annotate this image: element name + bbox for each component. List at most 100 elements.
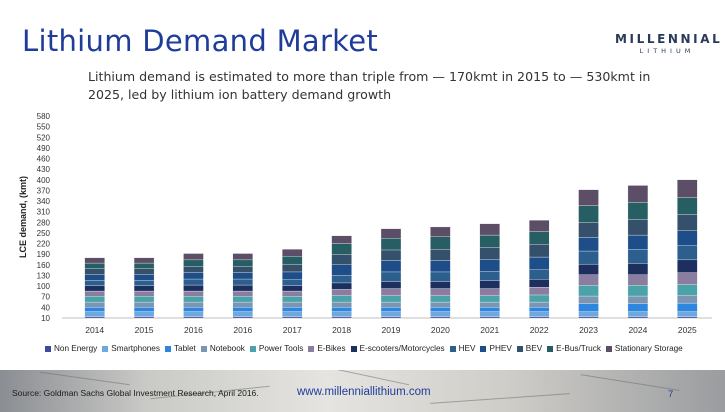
bar-segment [479,247,500,260]
bar-segment [282,285,303,292]
legend-label: Power Tools [258,344,304,353]
legend-item: Non Energy [45,344,97,353]
bar-segment [578,303,599,312]
bar-segment [331,282,352,290]
bar-segment [282,290,303,297]
bar-segment [183,301,204,308]
bar-segment [282,271,303,280]
bar-segment [627,234,649,250]
legend-item: Power Tools [249,344,304,353]
bar-segment [430,226,451,237]
bar-segment [380,316,402,319]
bar-segment [183,253,204,261]
bar-segment [627,316,649,319]
bar-segment [133,280,155,286]
bar-segment [84,262,105,269]
y-tick-label: 580 [37,112,51,121]
bar-segment [183,266,204,273]
legend-item: Stationary Storage [605,344,683,353]
bar-segment [133,268,155,275]
bar-segment [627,303,649,312]
bar-segment [331,289,352,296]
bar-segment [627,285,649,297]
bar-segment [677,311,698,317]
bar-segment [479,311,500,317]
bar-segment [84,316,105,319]
bar-segment [677,272,698,285]
bar-segment [529,244,550,258]
bar-segment [84,290,105,297]
y-tick-label: 520 [37,133,51,142]
bar-segment [430,260,451,273]
bar-segment [479,259,500,272]
bar-segment [331,316,352,319]
bar-segment [578,295,599,304]
bar-segment [627,219,649,236]
bar-segment [133,311,155,317]
bar-segment [133,274,155,281]
bar-segment [479,316,500,319]
bar-segment [183,278,204,286]
bar-segment [479,288,500,296]
y-tick-label: 460 [37,155,51,164]
bar-segment [578,189,599,206]
bar-segment [380,281,402,289]
bar-segment [331,264,352,276]
company-logo: MILLENNIAL LITHIUM [615,32,723,55]
logo-main-text: MILLENNIAL [615,32,723,46]
page-number: 7 [668,389,674,400]
bar-segment [232,296,253,303]
bar-segment [183,259,204,267]
bar-segment [380,301,402,308]
legend-swatch [449,345,456,352]
bar-segment [529,220,550,232]
x-tick-label: 2020 [431,325,450,335]
bar-segment [677,302,698,312]
bar-segment [380,311,402,317]
legend-label: Notebook [209,344,245,353]
bar-segment [331,235,352,244]
legend-item: PHEV [480,344,512,353]
bar-segment [380,288,402,296]
legend-item: Notebook [200,344,245,353]
bar-segment [578,311,599,317]
bar-segment [183,307,204,312]
bar-segment [430,271,451,282]
bar-segment [479,271,500,281]
x-tick-label: 2015 [135,325,154,335]
bar-segment [232,301,253,308]
bar-segment [84,307,105,312]
bar-segment [331,311,352,317]
bar-segment [282,307,303,312]
bar-segment [430,311,451,317]
legend-swatch [45,345,51,352]
bar-segment [84,257,105,264]
bar-segment [677,230,698,246]
bar-segment [282,256,303,265]
bar-segment [380,295,402,303]
legend-swatch [308,345,315,352]
bar-segment [232,284,253,292]
bar-segment [529,231,550,245]
bar-segment [578,222,599,238]
bar-segment [380,228,402,239]
bar-segment [430,288,451,296]
website-link[interactable]: www.millenniallithium.com [297,386,431,398]
y-tick-label: 250 [37,229,51,238]
x-tick-label: 2019 [382,325,401,335]
x-tick-label: 2024 [628,325,647,335]
legend-swatch [547,345,554,352]
y-tick-label: 130 [37,271,51,280]
bar-segment [529,316,550,319]
bar-segment [331,275,352,284]
bar-segment [380,260,402,273]
y-tick-label: 490 [37,144,51,153]
bar-segment [677,295,698,304]
chart-legend: Non Energy Smartphones Tablet Notebook Power… [45,344,715,353]
x-tick-label: 2016 [184,325,203,335]
logo-sub-text: LITHIUM [639,47,695,55]
bar-group [84,179,698,319]
bar-segment [479,280,500,289]
bar-segment [529,294,550,303]
